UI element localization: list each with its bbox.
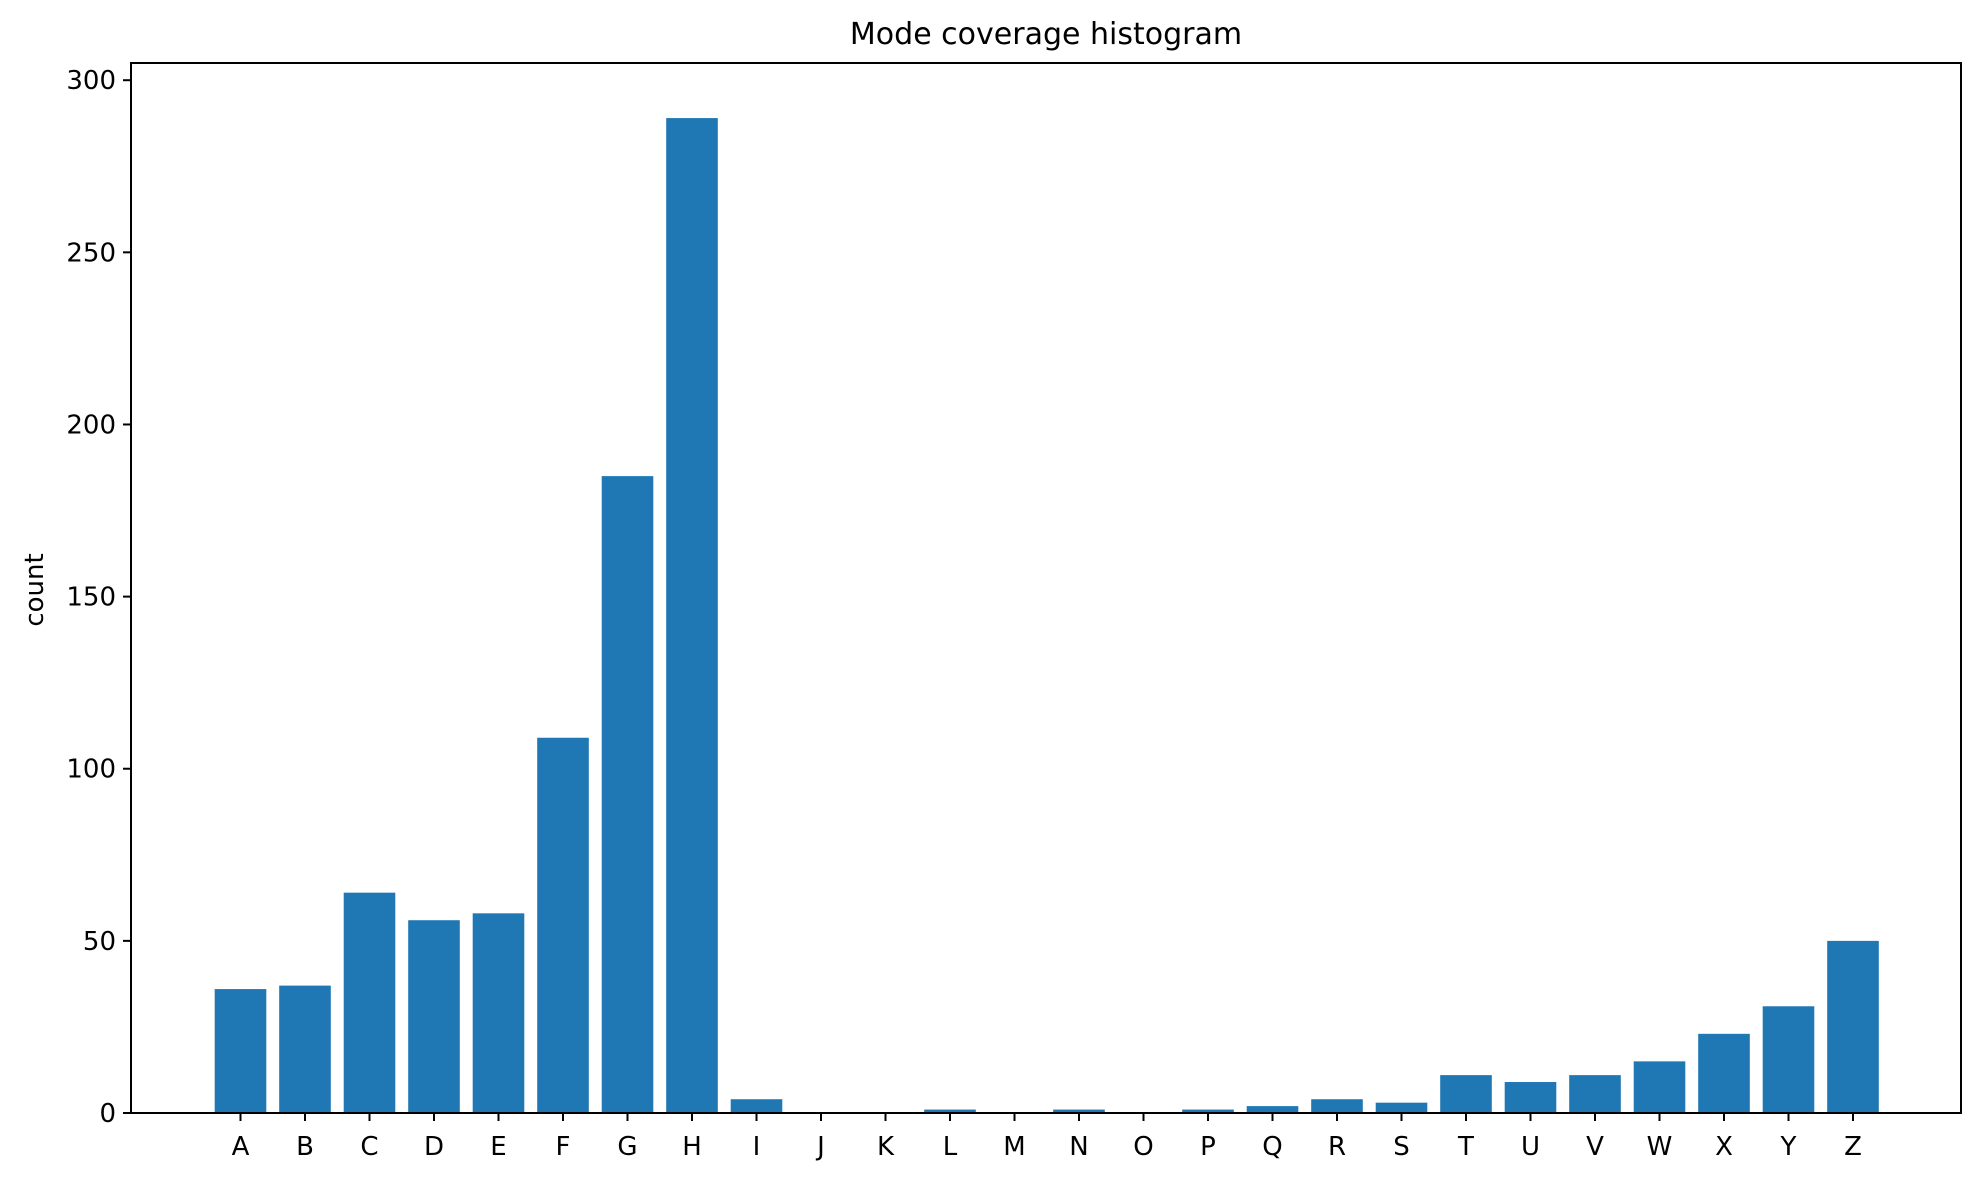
x-tick-label-G: G [617, 1132, 637, 1162]
bar-S [1375, 1102, 1428, 1113]
bar-N [1053, 1109, 1105, 1113]
x-tick-label-D: D [424, 1132, 444, 1162]
x-tick-label-X: X [1715, 1132, 1733, 1162]
bar-T [1440, 1075, 1492, 1113]
x-axis-ticks: A B C D E F G H I J K L M N O P Q R S T U V W X Y Z [232, 1113, 1862, 1162]
x-tick-label-A: A [232, 1132, 250, 1162]
x-tick-label-P: P [1200, 1132, 1216, 1162]
bar-U [1504, 1082, 1557, 1113]
bar-I [730, 1099, 783, 1113]
x-tick-label-T: T [1457, 1132, 1474, 1162]
bars [214, 118, 1879, 1113]
x-tick-label-M: M [1003, 1132, 1025, 1162]
x-tick-label-C: C [360, 1132, 378, 1162]
chart-title: Mode coverage histogram [850, 17, 1242, 52]
y-tick-label-300: 300 [66, 66, 116, 96]
y-tick-label-150: 150 [66, 583, 116, 613]
y-tick-label-200: 200 [66, 410, 116, 440]
y-axis-label: count [20, 553, 50, 626]
x-tick-label-I: I [753, 1132, 761, 1162]
plot-frame [130, 62, 1962, 1114]
x-tick-label-Z: Z [1844, 1132, 1862, 1162]
x-tick-label-L: L [943, 1132, 958, 1162]
bar-B [279, 985, 331, 1113]
x-tick-label-O: O [1133, 1132, 1153, 1162]
bar-Z [1827, 940, 1879, 1113]
bar-E [472, 913, 525, 1113]
x-tick-label-J: J [815, 1132, 825, 1162]
x-tick-label-S: S [1393, 1132, 1410, 1162]
y-axis-ticks: 0 50 100 150 200 250 300 [66, 66, 131, 1129]
x-tick-label-R: R [1328, 1132, 1346, 1162]
y-tick-label-50: 50 [83, 927, 116, 957]
bar-X [1698, 1033, 1750, 1113]
bar-Q [1246, 1106, 1299, 1113]
x-tick-label-K: K [877, 1132, 895, 1162]
bar-G [601, 476, 654, 1113]
bar-C [343, 892, 396, 1113]
bar-L [924, 1109, 976, 1113]
y-tick-label-250: 250 [66, 238, 116, 268]
x-tick-label-W: W [1647, 1132, 1673, 1162]
bar-P [1182, 1109, 1234, 1113]
x-tick-label-N: N [1069, 1132, 1088, 1162]
x-tick-label-F: F [556, 1132, 571, 1162]
x-tick-label-B: B [296, 1132, 314, 1162]
bar-V [1569, 1075, 1621, 1113]
y-tick-label-0: 0 [99, 1099, 116, 1129]
bar-R [1311, 1099, 1363, 1113]
bar-A [214, 989, 267, 1113]
x-tick-label-V: V [1586, 1132, 1604, 1162]
bar-F [537, 737, 589, 1113]
x-tick-label-U: U [1521, 1132, 1540, 1162]
bar-H [666, 118, 718, 1113]
bar-Y [1762, 1006, 1815, 1113]
x-tick-label-E: E [490, 1132, 506, 1162]
x-tick-label-Y: Y [1780, 1132, 1797, 1162]
x-tick-label-H: H [682, 1132, 702, 1162]
x-tick-label-Q: Q [1262, 1132, 1282, 1162]
bar-W [1633, 1061, 1686, 1113]
bar-D [408, 920, 460, 1113]
y-tick-label-100: 100 [66, 755, 116, 785]
